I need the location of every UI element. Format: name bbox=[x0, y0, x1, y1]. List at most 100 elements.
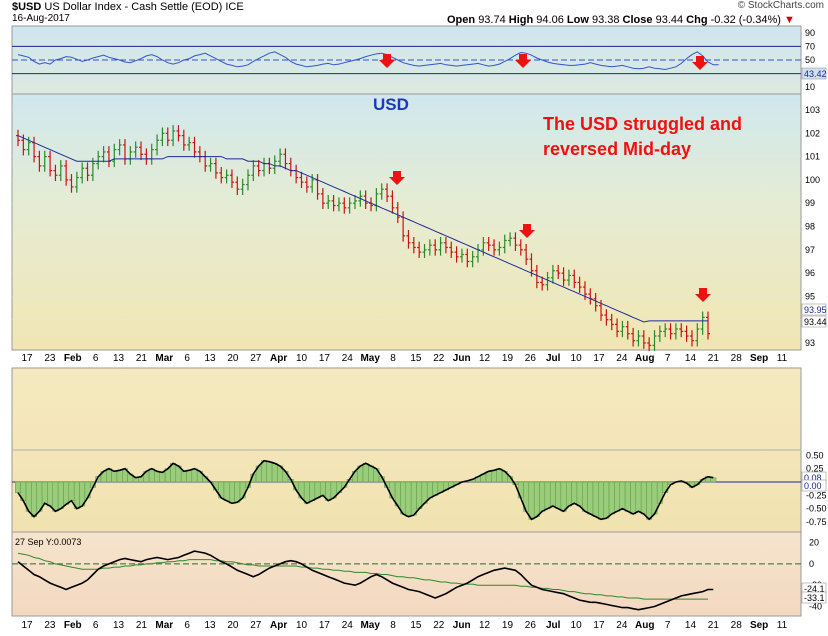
x-axis-label: 19 bbox=[502, 353, 514, 364]
x-axis-label: Aug bbox=[635, 353, 654, 364]
price-bar bbox=[443, 236, 448, 254]
price-bar bbox=[438, 236, 443, 256]
x-axis-label: 10 bbox=[296, 353, 308, 364]
price-tick-label: 99 bbox=[805, 198, 815, 208]
osc-bar bbox=[571, 481, 578, 504]
x-axis-label: 14 bbox=[685, 620, 697, 631]
price-bar bbox=[336, 197, 341, 212]
x-axis-label: Jun bbox=[453, 353, 471, 364]
price-bar bbox=[48, 150, 53, 177]
x-axis-label: 6 bbox=[93, 353, 99, 364]
annotation-line-1: The USD struggled and bbox=[543, 114, 742, 134]
x-axis-label: 21 bbox=[708, 620, 720, 631]
osc-bar bbox=[111, 471, 118, 483]
price-bar bbox=[139, 141, 144, 161]
x-axis-label: 17 bbox=[319, 353, 331, 364]
x-axis-label: 11 bbox=[777, 620, 788, 631]
price-bar bbox=[58, 160, 63, 182]
price-bar bbox=[37, 150, 42, 172]
price-bar bbox=[235, 176, 240, 196]
osc-bar bbox=[405, 481, 412, 517]
price-bar bbox=[684, 325, 689, 342]
price-bar bbox=[524, 243, 529, 265]
price-bar bbox=[53, 164, 58, 182]
x-axis-label: 13 bbox=[113, 620, 125, 631]
price-bar bbox=[427, 239, 432, 256]
x-axis-label: 22 bbox=[433, 353, 445, 364]
price-bar bbox=[385, 183, 390, 203]
price-bar bbox=[545, 271, 550, 291]
price-bar bbox=[181, 129, 186, 151]
osc-bar bbox=[646, 481, 653, 520]
price-bar bbox=[615, 318, 620, 338]
price-bar bbox=[112, 143, 117, 168]
rsi-tick-label: 50 bbox=[805, 55, 815, 65]
price-bar bbox=[706, 311, 710, 340]
x-axis-label: 12 bbox=[479, 620, 491, 631]
price-bar bbox=[342, 197, 347, 214]
price-tick-label: 95 bbox=[805, 291, 815, 301]
osc-bar bbox=[582, 481, 588, 512]
price-panel bbox=[11, 93, 802, 351]
x-axis-label: 20 bbox=[227, 620, 239, 631]
osc-bar bbox=[410, 481, 417, 516]
osc-tick-label: -0.75 bbox=[806, 517, 827, 527]
x-axis-label: 26 bbox=[525, 353, 537, 364]
indicator-line bbox=[17, 550, 714, 611]
osc-bar bbox=[159, 472, 166, 483]
x-axis-label: 13 bbox=[113, 353, 125, 364]
price-bar bbox=[470, 250, 475, 268]
osc-bar bbox=[614, 481, 620, 512]
price-bar bbox=[320, 188, 325, 210]
x-axis-label: 10 bbox=[571, 353, 583, 364]
osc-bar bbox=[630, 481, 637, 515]
signal-line bbox=[17, 552, 708, 600]
osc-bar bbox=[544, 481, 551, 509]
price-bar bbox=[572, 269, 577, 289]
price-bar bbox=[192, 136, 197, 158]
price-bar bbox=[636, 330, 641, 347]
price-bar bbox=[411, 236, 416, 254]
price-bar bbox=[679, 323, 684, 338]
price-bar bbox=[379, 183, 384, 200]
x-axis-label: 24 bbox=[342, 620, 354, 631]
osc-tick-label: 0.50 bbox=[806, 450, 824, 460]
price-bar bbox=[395, 202, 400, 223]
price-bar bbox=[422, 243, 427, 258]
osc-bar bbox=[432, 481, 439, 496]
osc-bar bbox=[362, 463, 369, 483]
x-axis-label: Aug bbox=[635, 620, 654, 631]
price-bar bbox=[363, 190, 368, 210]
osc-zero-value-label: 0.00 bbox=[804, 481, 822, 491]
price-bar bbox=[187, 136, 192, 151]
osc-bar bbox=[496, 468, 503, 483]
x-axis-label: 11 bbox=[777, 353, 788, 364]
price-bar bbox=[64, 160, 69, 186]
x-axis-label: 17 bbox=[593, 353, 605, 364]
lower-tick-label: 0 bbox=[809, 559, 814, 569]
price-bar bbox=[117, 139, 122, 156]
price-bar bbox=[454, 246, 459, 263]
osc-bar bbox=[368, 465, 374, 483]
osc-bar bbox=[619, 481, 626, 509]
osc-bar bbox=[491, 470, 497, 483]
price-bar bbox=[459, 248, 464, 263]
price-bar bbox=[283, 148, 288, 170]
lower-panel bbox=[11, 531, 802, 617]
usd-label: USD bbox=[373, 95, 409, 114]
osc-bar bbox=[560, 481, 567, 512]
price-bar bbox=[304, 176, 309, 193]
ma-line bbox=[17, 135, 708, 323]
price-bar bbox=[390, 190, 395, 214]
osc-bar bbox=[309, 481, 316, 501]
price-bar bbox=[96, 150, 101, 170]
x-axis-label: 7 bbox=[665, 353, 671, 364]
osc-bar bbox=[566, 481, 572, 507]
x-axis-label: Jul bbox=[546, 620, 561, 631]
price-bar bbox=[609, 313, 614, 331]
open-value: 93.74 bbox=[478, 14, 506, 26]
osc-bar bbox=[229, 481, 235, 504]
x-axis-label: Apr bbox=[270, 353, 287, 364]
price-bar bbox=[518, 239, 523, 256]
price-bar bbox=[652, 330, 657, 352]
